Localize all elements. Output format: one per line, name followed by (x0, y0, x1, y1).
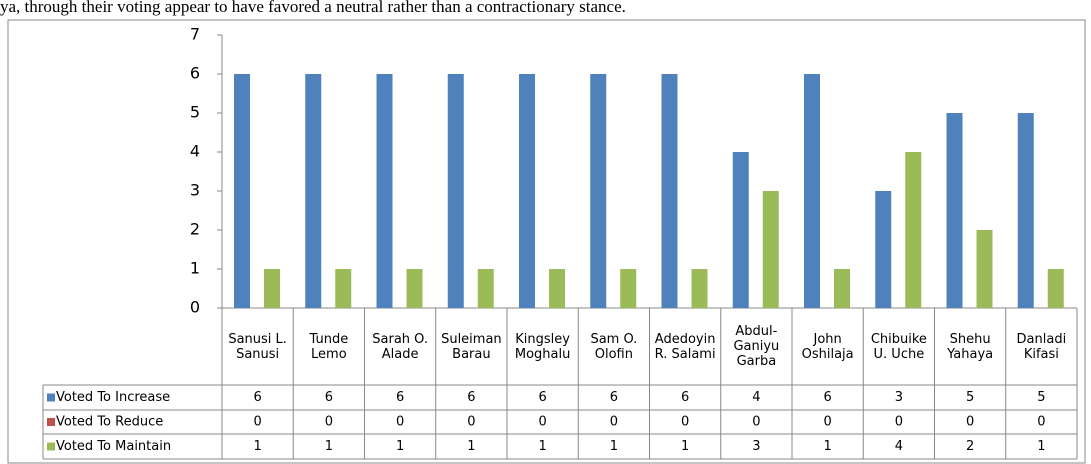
legend-swatch (47, 393, 55, 402)
x-tick-label: Tunde Lemo (309, 331, 349, 362)
table-cell: 1 (610, 439, 618, 454)
table-cell: 2 (966, 439, 974, 454)
table-cell: 1 (681, 439, 689, 454)
y-tick-label: 4 (190, 142, 200, 161)
bar (1017, 113, 1034, 308)
bar (661, 74, 678, 308)
table-cell: 6 (538, 390, 546, 405)
x-tick-label: Sarah O. Alade (372, 331, 428, 362)
bar (447, 74, 464, 308)
table-cell: 0 (538, 415, 546, 430)
table-cell: 5 (966, 390, 974, 405)
table-cell: 0 (325, 415, 333, 430)
legend-label: Voted To Increase (56, 390, 170, 405)
bar (875, 191, 892, 308)
y-tick-label: 7 (190, 25, 200, 44)
legend-swatch (47, 442, 55, 451)
bar (804, 74, 820, 308)
table-cell: 6 (253, 390, 261, 405)
table-cell: 0 (253, 415, 261, 430)
bar (234, 74, 250, 308)
bar (834, 269, 850, 308)
x-tick-label: Sam O. Olofin (590, 331, 638, 362)
table-cell: 6 (467, 390, 475, 405)
table-cell: 1 (823, 439, 831, 454)
x-tick-label: Danladi Kifasi (1016, 331, 1067, 362)
bar (335, 269, 352, 308)
legend-label: Voted To Maintain (56, 439, 171, 454)
table-cell: 0 (752, 415, 760, 430)
x-tick-label: Abdul-Ganiyu Garba (733, 324, 780, 369)
bar (620, 269, 637, 308)
y-tick-label: 6 (190, 64, 200, 83)
table-cell: 0 (610, 415, 618, 430)
x-tick-label: Kingsley Moghalu (514, 331, 571, 362)
y-tick-label: 1 (190, 259, 200, 278)
bar (406, 269, 423, 308)
table-cell: 4 (895, 439, 903, 454)
x-tick-label: Chibuike U. Uche (870, 331, 927, 362)
table-cell: 3 (752, 439, 760, 454)
bar (762, 191, 779, 308)
y-tick-label: 2 (190, 220, 200, 239)
table-cell: 6 (396, 390, 404, 405)
table-cell: 6 (610, 390, 618, 405)
x-tick-label: Adedoyin R. Salami (654, 331, 716, 362)
caption: ya, through their voting appear to have … (0, 0, 626, 16)
table-cell: 4 (752, 390, 760, 405)
table-cell: 6 (823, 390, 831, 405)
legend-label: Voted To Reduce (56, 415, 163, 430)
table-cell: 1 (396, 439, 404, 454)
bar (549, 269, 565, 308)
bar (1047, 269, 1064, 308)
table-cell: 0 (1037, 415, 1045, 430)
table-cell: 5 (1037, 390, 1045, 405)
legend-swatch (47, 418, 55, 426)
bar (946, 113, 963, 308)
bar (905, 152, 922, 308)
table-cell: 1 (253, 439, 261, 454)
table-cell: 1 (325, 439, 333, 454)
table-cell: 1 (538, 439, 546, 454)
x-tick-label: Suleiman Barau (441, 331, 502, 362)
table-cell: 0 (895, 415, 903, 430)
table-cell: 0 (681, 415, 689, 430)
bar (264, 269, 280, 308)
bar (590, 74, 607, 308)
bar (477, 269, 494, 308)
x-tick-label: Shehu Yahaya (947, 331, 994, 362)
table-cell: 0 (966, 415, 974, 430)
table-cell: 6 (325, 390, 333, 405)
table-cell: 1 (1037, 439, 1045, 454)
x-tick-label: Sanusi L. Sanusi (228, 331, 287, 362)
table-cell: 0 (467, 415, 475, 430)
bar (376, 74, 393, 308)
table-cell: 3 (895, 390, 903, 405)
y-tick-label: 3 (190, 181, 200, 200)
bar (519, 74, 535, 308)
y-tick-label: 5 (190, 103, 200, 122)
table-cell: 1 (467, 439, 475, 454)
x-tick-label: John Oshilaja (801, 331, 854, 362)
bar (305, 74, 322, 308)
bar (691, 269, 708, 308)
table-cell: 0 (823, 415, 831, 430)
bar (976, 230, 993, 308)
chart-border (7, 19, 1086, 464)
table-cell: 6 (681, 390, 689, 405)
y-tick-label: 0 (190, 298, 200, 317)
bar (732, 152, 749, 308)
table-cell: 0 (396, 415, 404, 430)
